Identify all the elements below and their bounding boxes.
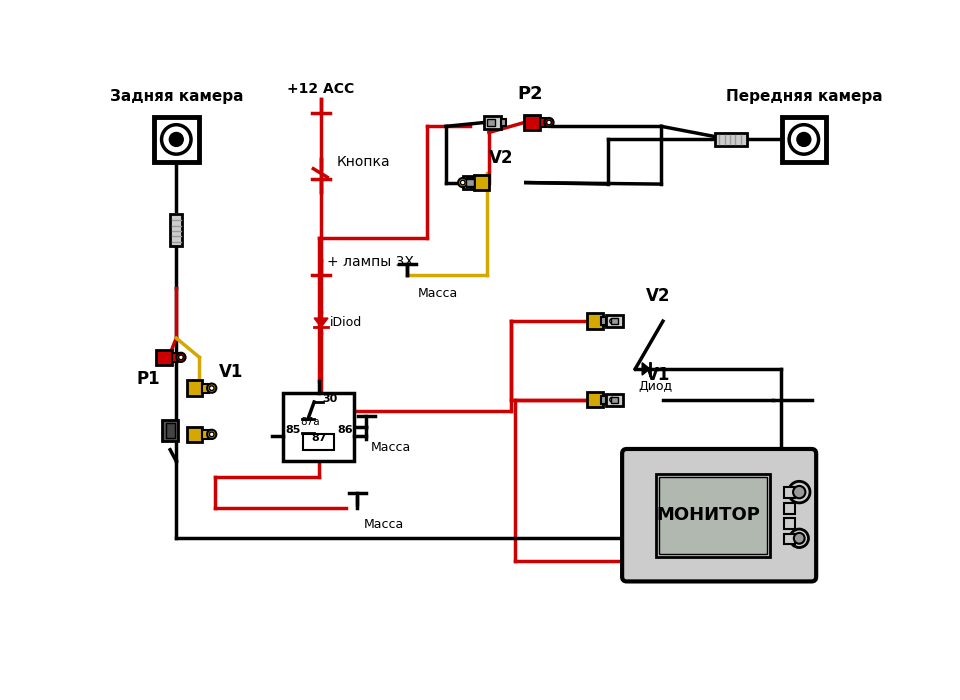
Text: Задняя камера: Задняя камера [109, 89, 243, 104]
Text: + лампы 3Х: + лампы 3Х [327, 256, 414, 270]
Bar [606, 315, 623, 328]
Circle shape [789, 125, 819, 154]
Text: 86: 86 [337, 425, 353, 435]
Circle shape [207, 384, 216, 393]
Bar [466, 179, 473, 186]
Bar [656, 474, 770, 556]
Bar [480, 178, 484, 186]
Circle shape [794, 533, 804, 544]
Polygon shape [642, 363, 650, 375]
Bar [783, 518, 795, 529]
Text: V2: V2 [646, 287, 670, 305]
Circle shape [546, 120, 551, 125]
Text: V2: V2 [489, 148, 514, 167]
Circle shape [608, 316, 616, 326]
Bar [783, 533, 795, 545]
Circle shape [798, 133, 810, 146]
Circle shape [608, 395, 616, 405]
Text: P2: P2 [517, 85, 543, 104]
Bar [156, 350, 172, 365]
Circle shape [788, 482, 810, 503]
Bar [601, 317, 606, 325]
Bar [783, 503, 795, 514]
Text: +12 ACC: +12 ACC [287, 82, 354, 96]
Bar [588, 314, 603, 329]
Text: Масса: Масса [364, 518, 403, 531]
Text: Передняя камера: Передняя камера [726, 89, 882, 104]
Text: Масса: Масса [418, 286, 458, 300]
Bar [524, 115, 540, 130]
Bar [606, 393, 623, 406]
Bar [488, 120, 495, 125]
Bar [540, 118, 546, 127]
Bar [303, 434, 334, 450]
Bar [714, 133, 747, 146]
Bar [468, 178, 473, 187]
Bar [463, 176, 480, 189]
Circle shape [170, 133, 182, 146]
Circle shape [209, 432, 214, 437]
Text: Масса: Масса [371, 441, 411, 454]
Text: 30: 30 [322, 394, 337, 404]
Circle shape [177, 353, 185, 362]
Bar [187, 381, 203, 396]
Text: V1: V1 [219, 363, 243, 381]
Text: Кнопка: Кнопка [336, 155, 390, 169]
Bar [501, 118, 506, 126]
Bar [187, 427, 203, 442]
Circle shape [461, 180, 465, 185]
Text: 87a: 87a [300, 417, 320, 427]
Polygon shape [314, 318, 328, 328]
Bar [611, 318, 618, 324]
Bar [473, 175, 489, 190]
Bar [603, 395, 609, 405]
Circle shape [793, 486, 805, 498]
Bar [660, 477, 767, 554]
Circle shape [544, 118, 554, 127]
Bar [611, 397, 618, 402]
Bar [203, 384, 208, 393]
FancyBboxPatch shape [622, 449, 816, 582]
Circle shape [209, 386, 214, 391]
Text: 85: 85 [286, 425, 301, 435]
Bar [781, 117, 827, 162]
Bar [162, 420, 178, 441]
Text: МОНИТОР: МОНИТОР [657, 506, 760, 524]
Bar [165, 423, 175, 438]
Text: P1: P1 [136, 370, 160, 388]
Bar [172, 353, 178, 362]
Bar [601, 396, 606, 403]
Bar [203, 430, 208, 439]
Bar [588, 392, 603, 407]
Bar [603, 316, 609, 326]
Circle shape [610, 318, 614, 323]
Circle shape [610, 398, 614, 402]
Circle shape [207, 430, 216, 439]
Circle shape [161, 125, 191, 154]
Circle shape [790, 529, 808, 547]
Text: Диод: Диод [638, 381, 672, 393]
Circle shape [458, 178, 468, 187]
Text: V1: V1 [646, 365, 670, 384]
Bar [484, 116, 501, 129]
Text: 87: 87 [311, 433, 326, 442]
Text: iDiod: iDiod [330, 316, 363, 329]
Circle shape [179, 355, 183, 360]
Bar [783, 487, 795, 498]
Bar [154, 117, 199, 162]
Bar [170, 214, 182, 246]
Bar [283, 393, 354, 461]
